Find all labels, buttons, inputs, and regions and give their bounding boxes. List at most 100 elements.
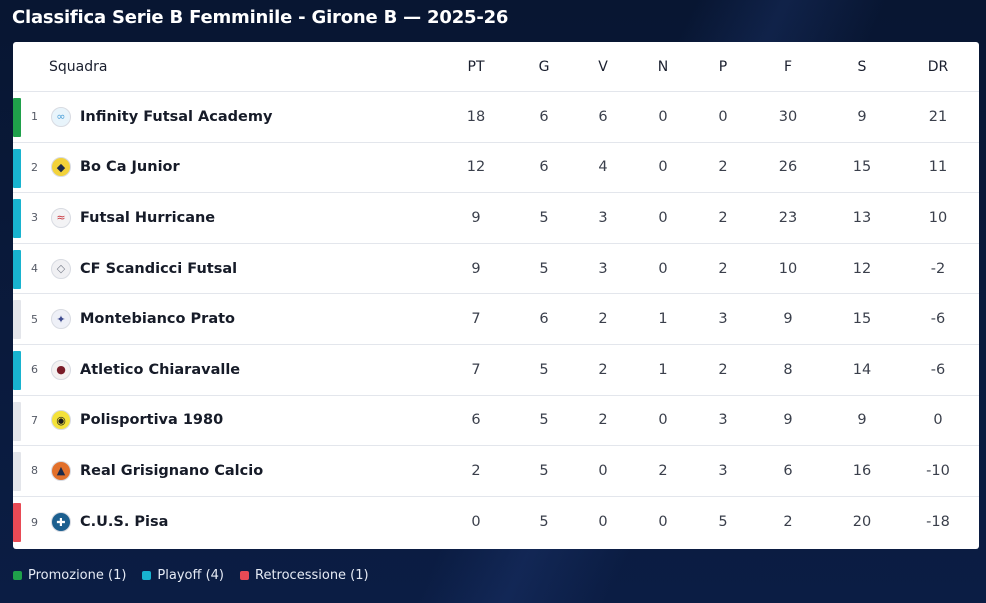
- legend-dot: [13, 571, 22, 580]
- cell-g: 6: [539, 108, 549, 125]
- legend-dot: [142, 571, 152, 580]
- cell-pt: 6: [471, 412, 481, 429]
- table-row[interactable]: 6 ● Atletico Chiaravalle 7 5 2 1 2 8 14 …: [13, 345, 979, 396]
- cell-f: 9: [783, 412, 793, 429]
- table-header: Squadra PT G V N P F S DR: [13, 42, 979, 92]
- table-row[interactable]: 1 ∞ Infinity Futsal Academy 18 6 6 0 0 3…: [13, 92, 979, 143]
- position: 8: [31, 464, 38, 478]
- table-row[interactable]: 7 ◉ Polisportiva 1980 6 5 2 0 3 9 9 0: [13, 396, 979, 447]
- team-logo-icon: ✦: [51, 309, 71, 330]
- status-bar: [13, 502, 21, 542]
- cell-n: 0: [658, 412, 668, 429]
- status-bar: [13, 148, 21, 188]
- header-g: G: [538, 58, 550, 75]
- position: 2: [31, 160, 38, 174]
- header-s: S: [857, 58, 867, 75]
- status-bar: [13, 401, 21, 441]
- cell-n: 0: [658, 108, 668, 125]
- position: 3: [31, 211, 38, 225]
- standings-table: Squadra PT G V N P F S DR 1 ∞ Infinity F…: [13, 42, 979, 549]
- cell-v: 3: [598, 260, 608, 277]
- header-pt: PT: [467, 58, 485, 75]
- header-p: P: [718, 58, 728, 75]
- cell-v: 0: [598, 462, 608, 479]
- legend-label: Retrocessione (1): [255, 568, 369, 583]
- cell-v: 2: [598, 361, 608, 378]
- cell-dr: -10: [926, 462, 950, 479]
- cell-g: 5: [539, 462, 549, 479]
- status-bar: [13, 351, 21, 390]
- cell-dr: -6: [930, 311, 946, 328]
- cell-pt: 12: [466, 159, 486, 176]
- header-v: V: [598, 58, 608, 75]
- header-squadra: Squadra: [49, 58, 108, 75]
- legend-label: Promozione (1): [28, 568, 127, 583]
- cell-dr: -18: [926, 514, 950, 531]
- cell-v: 2: [598, 311, 608, 328]
- legend-dot: [240, 571, 249, 580]
- cell-f: 8: [783, 361, 793, 378]
- team-name[interactable]: Real Grisignano Calcio: [80, 462, 264, 479]
- cell-pt: 7: [471, 311, 481, 328]
- team-logo-icon: ◆: [51, 157, 71, 178]
- cell-v: 2: [598, 412, 608, 429]
- cell-g: 6: [539, 159, 549, 176]
- cell-pt: 2: [471, 462, 481, 479]
- cell-n: 2: [658, 462, 668, 479]
- table-row[interactable]: 2 ◆ Bo Ca Junior 12 6 4 0 2 26 15 11: [13, 143, 979, 194]
- cell-pt: 7: [471, 361, 481, 378]
- team-name[interactable]: Infinity Futsal Academy: [80, 108, 273, 125]
- cell-f: 26: [778, 159, 798, 176]
- legend-label: Playoff (4): [157, 568, 224, 583]
- team-logo-icon: ◇: [51, 258, 71, 279]
- cell-n: 0: [658, 159, 668, 176]
- cell-s: 9: [857, 412, 867, 429]
- cell-s: 13: [852, 209, 872, 226]
- cell-dr: 0: [933, 412, 943, 429]
- cell-s: 20: [852, 514, 872, 531]
- header-dr: DR: [927, 58, 949, 75]
- status-bar: [13, 98, 21, 137]
- cell-p: 2: [718, 159, 728, 176]
- team-name[interactable]: Atletico Chiaravalle: [80, 361, 241, 378]
- cell-dr: -6: [930, 361, 946, 378]
- team-logo-icon: ≈: [51, 207, 71, 228]
- table-row[interactable]: 9 ✚ C.U.S. Pisa 0 5 0 0 5 2 20 -18: [13, 497, 979, 548]
- table-row[interactable]: 4 ◇ CF Scandicci Futsal 9 5 3 0 2 10 12 …: [13, 244, 979, 295]
- cell-v: 6: [598, 108, 608, 125]
- team-name[interactable]: C.U.S. Pisa: [80, 514, 169, 531]
- team-name[interactable]: Polisportiva 1980: [80, 412, 224, 429]
- cell-f: 10: [778, 260, 798, 277]
- cell-n: 0: [658, 209, 668, 226]
- cell-f: 2: [783, 514, 793, 531]
- cell-p: 2: [718, 209, 728, 226]
- team-logo-icon: ◉: [51, 410, 71, 431]
- legend: Promozione (1) Playoff (4) Retrocessione (…: [13, 568, 369, 583]
- team-logo-icon: ✚: [51, 512, 71, 533]
- team-name[interactable]: Bo Ca Junior: [80, 159, 180, 176]
- cell-pt: 18: [466, 108, 486, 125]
- page-title: Classifica Serie B Femminile - Girone B …: [12, 7, 509, 28]
- header-f: F: [783, 58, 793, 75]
- cell-f: 9: [783, 311, 793, 328]
- team-logo-icon: ▲: [51, 460, 71, 481]
- team-name[interactable]: Futsal Hurricane: [80, 209, 216, 226]
- team-name[interactable]: Montebianco Prato: [80, 311, 235, 328]
- cell-n: 1: [658, 361, 668, 378]
- legend-item-retrocessione: Retrocessione (1): [240, 568, 369, 583]
- cell-g: 5: [539, 514, 549, 531]
- cell-g: 5: [539, 260, 549, 277]
- team-name[interactable]: CF Scandicci Futsal: [80, 260, 238, 277]
- table-row[interactable]: 5 ✦ Montebianco Prato 7 6 2 1 3 9 15 -6: [13, 294, 979, 345]
- cell-pt: 9: [471, 209, 481, 226]
- cell-n: 0: [658, 260, 668, 277]
- cell-g: 5: [539, 361, 549, 378]
- table-row[interactable]: 8 ▲ Real Grisignano Calcio 2 5 0 2 3 6 1…: [13, 446, 979, 497]
- team-logo-icon: ●: [51, 359, 71, 380]
- cell-g: 5: [539, 412, 549, 429]
- cell-s: 14: [852, 361, 872, 378]
- cell-p: 5: [718, 514, 728, 531]
- cell-n: 0: [658, 514, 668, 531]
- status-bar: [13, 199, 21, 239]
- table-row[interactable]: 3 ≈ Futsal Hurricane 9 5 3 0 2 23 13 10: [13, 193, 979, 244]
